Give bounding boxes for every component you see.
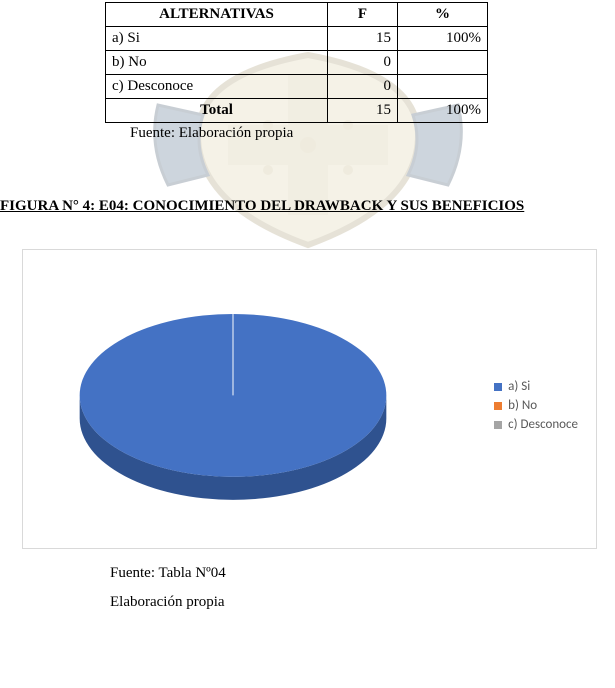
cell-f: 0 [328, 75, 398, 99]
table-row: c) Desconoce 0 [106, 75, 488, 99]
figure-source-1: Fuente: Tabla Nº04 [0, 565, 615, 582]
chart-legend: a) Si b) No c) Desconoce [494, 375, 578, 436]
pie-chart [63, 290, 403, 520]
legend-label: c) Desconoce [508, 417, 578, 432]
legend-swatch-icon [494, 421, 502, 429]
th-alternativas: ALTERNATIVAS [106, 3, 328, 27]
cell-f: 0 [328, 51, 398, 75]
alternatives-table: ALTERNATIVAS F % a) Si 15 100% b) No 0 c… [105, 2, 488, 123]
legend-item: c) Desconoce [494, 417, 578, 432]
cell-total-pct: 100% [398, 99, 488, 123]
figure-title: FIGURA N° 4: E04: CONOCIMIENTO DEL DRAWB… [0, 198, 615, 215]
legend-item: a) Si [494, 379, 578, 394]
figure-source-2: Elaboración propia [0, 594, 615, 611]
legend-swatch-icon [494, 402, 502, 410]
legend-item: b) No [494, 398, 578, 413]
legend-label: a) Si [508, 379, 530, 394]
table-wrapper: ALTERNATIVAS F % a) Si 15 100% b) No 0 c… [0, 0, 615, 123]
table-row: a) Si 15 100% [106, 27, 488, 51]
page-content: ALTERNATIVAS F % a) Si 15 100% b) No 0 c… [0, 0, 615, 611]
cell-pct: 100% [398, 27, 488, 51]
table-header-row: ALTERNATIVAS F % [106, 3, 488, 27]
cell-total-label: Total [106, 99, 328, 123]
chart-frame: a) Si b) No c) Desconoce [22, 249, 597, 549]
cell-alt: b) No [106, 51, 328, 75]
cell-total-f: 15 [328, 99, 398, 123]
table-source: Fuente: Elaboración propia [0, 125, 615, 142]
table-total-row: Total 15 100% [106, 99, 488, 123]
cell-alt: c) Desconoce [106, 75, 328, 99]
chart-inner: a) Si b) No c) Desconoce [33, 260, 586, 538]
cell-pct [398, 75, 488, 99]
cell-f: 15 [328, 27, 398, 51]
table-row: b) No 0 [106, 51, 488, 75]
legend-label: b) No [508, 398, 537, 413]
th-f: F [328, 3, 398, 27]
cell-pct [398, 51, 488, 75]
th-pct: % [398, 3, 488, 27]
legend-swatch-icon [494, 383, 502, 391]
cell-alt: a) Si [106, 27, 328, 51]
pie-svg [63, 290, 403, 520]
